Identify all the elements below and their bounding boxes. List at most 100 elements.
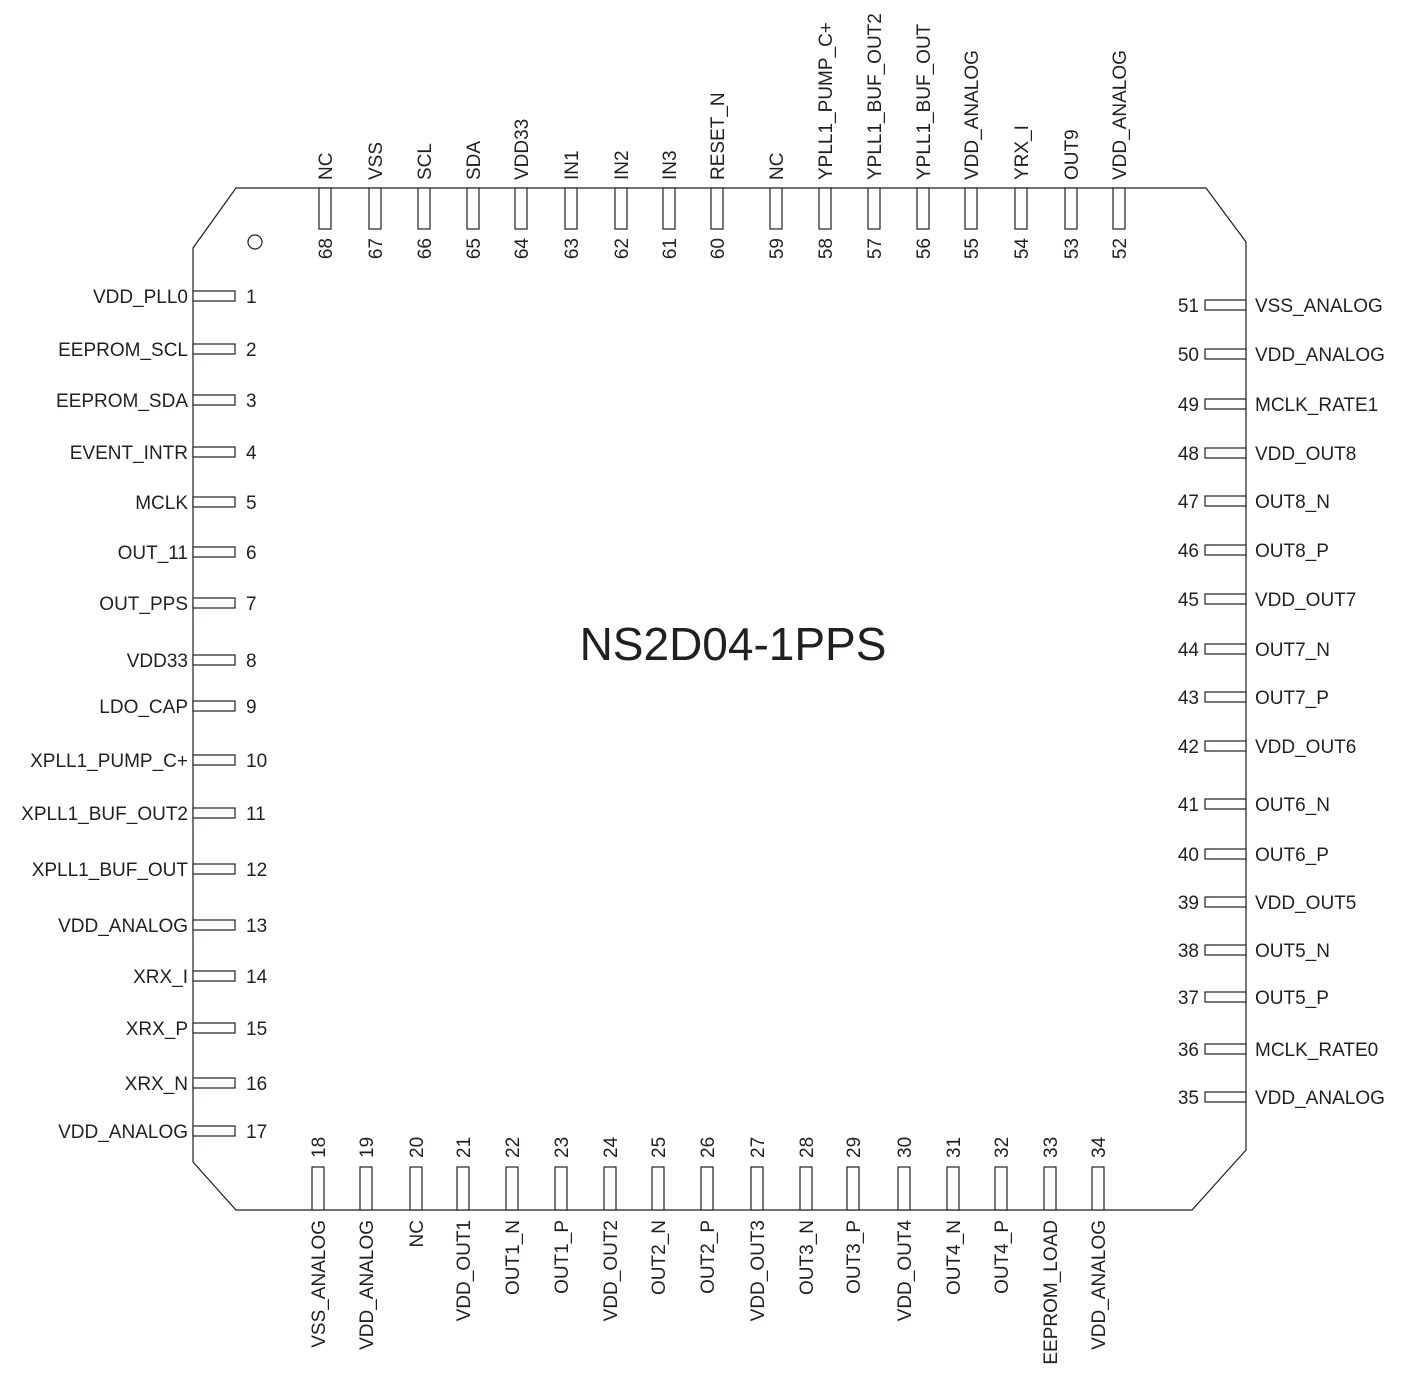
pin-16-number: 16 bbox=[246, 1074, 267, 1095]
pin-62-pad bbox=[614, 187, 628, 230]
pin-48-name: VDD_OUT8 bbox=[1255, 444, 1356, 465]
pin-49-name: MCLK_RATE1 bbox=[1255, 395, 1378, 416]
pin-26-number: 26 bbox=[698, 1137, 719, 1158]
pin-8-pad bbox=[192, 654, 236, 666]
pin-57-pad bbox=[867, 187, 881, 230]
pin-47-name: OUT8_N bbox=[1255, 492, 1330, 513]
pin-55-number: 55 bbox=[962, 238, 983, 259]
pin-2-number: 2 bbox=[246, 340, 257, 361]
pin-10-number: 10 bbox=[246, 751, 267, 772]
pin-25-pad bbox=[651, 1166, 665, 1211]
pin-24-name: VDD_OUT2 bbox=[601, 1220, 622, 1321]
pin-62-name: IN2 bbox=[612, 150, 633, 180]
pin-43-name: OUT7_P bbox=[1255, 688, 1329, 709]
pin-1-pad bbox=[192, 290, 236, 302]
pin-24-number: 24 bbox=[601, 1136, 622, 1158]
pin-33-name: EEPROM_LOAD bbox=[1041, 1220, 1062, 1365]
pin-8-number: 8 bbox=[246, 651, 257, 672]
pin1-marker bbox=[247, 234, 263, 250]
pin-4-number: 4 bbox=[246, 443, 257, 464]
pin-15-number: 15 bbox=[246, 1019, 267, 1040]
pin-59-number: 59 bbox=[767, 238, 788, 259]
pin-9-pad bbox=[192, 700, 236, 712]
pin-37-pad bbox=[1204, 991, 1247, 1003]
pin-6-name: OUT_11 bbox=[118, 543, 188, 564]
pin-40-number: 40 bbox=[1178, 845, 1199, 866]
pin-11-number: 11 bbox=[246, 804, 266, 825]
pin-53-name: OUT9 bbox=[1062, 129, 1083, 180]
pin-66-name: SCL bbox=[415, 143, 436, 180]
pin-33-pad bbox=[1043, 1166, 1057, 1211]
pin-13-number: 13 bbox=[246, 916, 267, 937]
pin-8-name: VDD33 bbox=[127, 651, 188, 672]
pin-53-number: 53 bbox=[1062, 238, 1083, 259]
pin-17-pad bbox=[192, 1125, 236, 1137]
pin-59-name: NC bbox=[767, 153, 788, 180]
pin-61-pad bbox=[662, 187, 676, 230]
pin-44-name: OUT7_N bbox=[1255, 640, 1330, 661]
pin-52-pad bbox=[1112, 187, 1126, 230]
pin-9-number: 9 bbox=[246, 697, 257, 718]
pin-32-pad bbox=[994, 1166, 1008, 1211]
pin-7-pad bbox=[192, 597, 236, 609]
pin-10-name: XPLL1_PUMP_C+ bbox=[30, 751, 188, 772]
pin-18-number: 18 bbox=[309, 1137, 330, 1158]
pin-23-pad bbox=[554, 1166, 568, 1211]
pin-46-number: 46 bbox=[1178, 541, 1199, 562]
pin-34-number: 34 bbox=[1089, 1136, 1110, 1158]
pin-14-number: 14 bbox=[246, 967, 268, 988]
pin-13-pad bbox=[192, 919, 236, 931]
pin-55-name: VDD_ANALOG bbox=[962, 50, 983, 180]
pin-50-name: VDD_ANALOG bbox=[1255, 345, 1385, 366]
pin-49-number: 49 bbox=[1178, 395, 1199, 416]
pin-35-name: VDD_ANALOG bbox=[1255, 1088, 1385, 1109]
pin-39-pad bbox=[1204, 896, 1247, 908]
pin-7-name: OUT_PPS bbox=[99, 594, 188, 615]
pin-55-pad bbox=[964, 187, 978, 230]
pin-21-number: 21 bbox=[454, 1137, 475, 1158]
pin-15-name: XRX_P bbox=[126, 1019, 188, 1040]
pin-28-name: OUT3_N bbox=[797, 1220, 818, 1295]
pin-11-name: XPLL1_BUF_OUT2 bbox=[21, 804, 188, 825]
pin-36-name: MCLK_RATE0 bbox=[1255, 1040, 1378, 1061]
pin-42-name: VDD_OUT6 bbox=[1255, 737, 1356, 758]
pin-29-name: OUT3_P bbox=[844, 1220, 865, 1294]
pin-19-pad bbox=[359, 1166, 373, 1211]
pin-35-pad bbox=[1204, 1091, 1247, 1103]
pin-45-pad bbox=[1204, 593, 1247, 605]
pin-31-pad bbox=[946, 1166, 960, 1211]
pin-33-number: 33 bbox=[1041, 1137, 1062, 1158]
pin-24-pad bbox=[603, 1166, 617, 1211]
pin-51-number: 51 bbox=[1178, 296, 1199, 317]
pin-58-number: 58 bbox=[816, 238, 837, 259]
pin-26-pad bbox=[700, 1166, 714, 1211]
pin-38-name: OUT5_N bbox=[1255, 941, 1330, 962]
pin-68-pad bbox=[318, 187, 332, 230]
pin-44-number: 44 bbox=[1178, 640, 1200, 661]
pin-22-name: OUT1_N bbox=[503, 1220, 524, 1295]
pin-38-number: 38 bbox=[1178, 941, 1199, 962]
pin-60-number: 60 bbox=[708, 238, 729, 259]
package-outline bbox=[192, 187, 1247, 1211]
pin-43-pad bbox=[1204, 691, 1247, 703]
pin-61-name: IN3 bbox=[660, 150, 681, 180]
pin-18-name: VSS_ANALOG bbox=[309, 1220, 330, 1348]
pin-16-name: XRX_N bbox=[125, 1074, 188, 1095]
pin-51-pad bbox=[1204, 299, 1247, 311]
pin-2-pad bbox=[192, 343, 236, 355]
pin-1-number: 1 bbox=[246, 287, 257, 308]
pin-67-number: 67 bbox=[366, 238, 387, 259]
pin-28-pad bbox=[799, 1166, 813, 1211]
pin-53-pad bbox=[1064, 187, 1078, 230]
pin-65-number: 65 bbox=[464, 238, 485, 259]
pin-39-number: 39 bbox=[1178, 893, 1199, 914]
pin-52-number: 52 bbox=[1110, 238, 1131, 259]
pin-26-name: OUT2_P bbox=[698, 1220, 719, 1294]
pin-9-name: LDO_CAP bbox=[99, 697, 188, 718]
pin-6-pad bbox=[192, 546, 236, 558]
pin-65-name: SDA bbox=[464, 141, 485, 180]
pin-3-name: EEPROM_SDA bbox=[56, 391, 188, 412]
pin-27-name: VDD_OUT3 bbox=[748, 1220, 769, 1321]
pin-41-name: OUT6_N bbox=[1255, 795, 1330, 816]
